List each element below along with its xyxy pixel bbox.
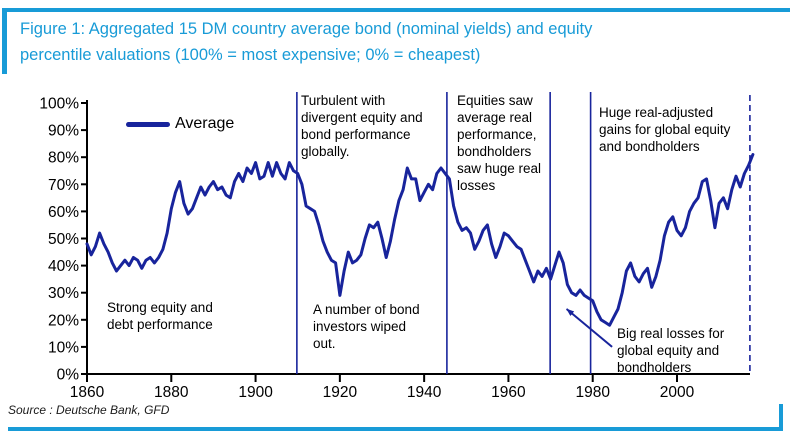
annotation-turbulent: Turbulent with divergent equity and bond… [301,93,423,159]
y-tick-label: 30% [48,285,79,302]
y-tick-label: 20% [48,312,79,329]
x-tick-label: 1880 [154,384,189,401]
x-tick-label: 1940 [407,384,442,401]
average-series-line [85,153,755,327]
x-tick-label: 2000 [660,384,695,401]
big-losses-arrow [565,308,613,348]
figure-title-line2: percentile valuations (100% = most expen… [20,46,481,64]
x-tick-label: 1920 [323,384,358,401]
x-tick-label: 1960 [491,384,526,401]
y-tick-label: 80% [48,150,79,167]
figure-title: Figure 1: Aggregated 15 DM country avera… [20,16,788,68]
x-tick-label: 1900 [238,384,273,401]
annotation-big-losses: Big real losses for global equity and bo… [617,326,725,375]
y-tick-label: 60% [48,204,79,221]
x-tick-label: 1980 [575,384,610,401]
y-tick-label: 0% [57,367,80,384]
y-tick-label: 70% [48,177,79,194]
annotation-huge-gains: Huge real-adjusted gains for global equi… [599,105,731,154]
y-tick-label: 40% [48,258,79,275]
frame-bottom-border [8,427,783,431]
frame-left-border [2,8,7,74]
legend: Average [126,115,234,133]
figure-title-line1: Figure 1: Aggregated 15 DM country avera… [20,20,593,38]
y-tick-label: 100% [39,96,79,113]
y-tick-label: 10% [48,339,79,356]
annotation-strong-equity: Strong equity and debt performance [107,300,213,332]
annotation-bond-wipeout: A number of bond investors wiped out. [313,302,420,351]
y-tick-label: 90% [48,123,79,140]
frame-top-border [2,8,790,12]
frame-right-border [779,404,783,431]
legend-label: Average [175,115,235,132]
x-tick-label: 1860 [70,384,105,401]
source-note: Source : Deutsche Bank, GFD [8,403,170,417]
annotation-equities-average: Equities saw average real performance, b… [457,93,542,193]
legend-line-swatch [126,121,170,127]
y-tick-label: 50% [48,231,79,248]
